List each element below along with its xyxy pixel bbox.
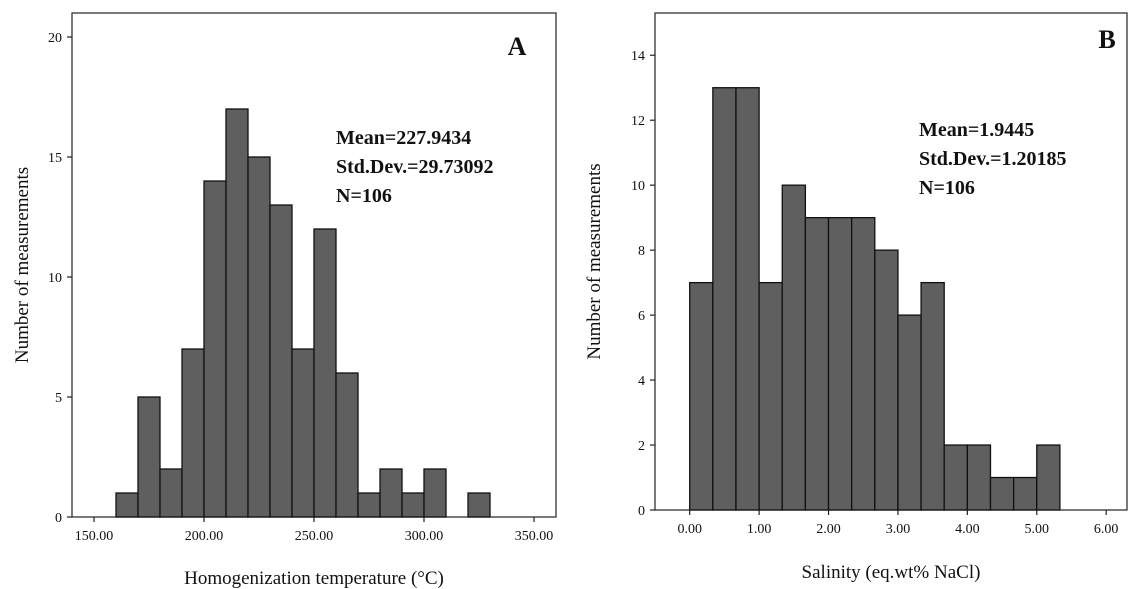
histogram-bar [291, 348, 315, 518]
histogram-bar [269, 204, 293, 518]
histogram-homogenization-temperature: 0 5 10 15 20 150.00 200.00 250.00 300.00 350.00 Ho… [12, 12, 557, 589]
histogram-bar [137, 396, 161, 518]
histogram-bar [1036, 444, 1061, 511]
x-tick-label: 2.00 [816, 522, 841, 537]
histogram-bar [735, 87, 760, 511]
y-tick-label: 12 [631, 114, 645, 129]
histogram-bar [781, 184, 807, 511]
y-tick-label: 20 [48, 31, 62, 46]
x-tick-label: 1.00 [747, 522, 772, 537]
histogram-bar [115, 492, 139, 518]
histogram-bar [423, 468, 447, 518]
x-tick-label: 5.00 [1025, 522, 1050, 537]
histogram-bar [966, 444, 992, 511]
panel-label: A [508, 32, 527, 61]
histogram-bar [247, 156, 271, 518]
x-axis-title: Salinity (eq.wt% NaCl) [802, 562, 981, 583]
chart-svg: 0 2 4 6 8 10 12 14 0.00 1.00 2.00 3.00 4.00 5.00 6.00 S… [584, 12, 1128, 583]
histogram-bar [897, 314, 922, 511]
panel-label: B [1098, 25, 1115, 54]
y-tick-label: 10 [48, 271, 62, 286]
histogram-bar [712, 87, 737, 511]
histogram-bar [357, 492, 381, 518]
histogram-bar [689, 281, 714, 511]
histogram-bar [874, 249, 899, 511]
x-tick-label: 250.00 [295, 529, 334, 544]
histogram-bar [827, 216, 853, 511]
histogram-bar [1012, 476, 1038, 511]
histogram-bar [989, 476, 1015, 511]
y-tick-label: 15 [48, 151, 62, 166]
histogram-bar [758, 281, 783, 511]
histogram-bar [335, 372, 359, 518]
stats-annotation: Mean=1.9445 [919, 119, 1034, 141]
y-tick-label: 10 [631, 179, 645, 194]
y-tick-label: 4 [638, 374, 645, 389]
y-axis-title: Number of measurements [584, 163, 605, 359]
histogram-salinity: 0 2 4 6 8 10 12 14 0.00 1.00 2.00 3.00 4.00 5.00 6.00 S… [572, 0, 1134, 589]
x-tick-label: 200.00 [185, 529, 224, 544]
stats-annotation: Std.Dev.=29.73092 [336, 156, 494, 178]
y-tick-label: 0 [638, 504, 645, 519]
histogram-bar [401, 492, 425, 518]
stats-annotation: Mean=227.9434 [336, 127, 471, 149]
histogram-bar [159, 468, 183, 518]
histogram-bar [225, 108, 249, 518]
histogram-bar [379, 468, 403, 518]
histogram-bar [203, 180, 227, 518]
x-tick-label: 6.00 [1094, 522, 1119, 537]
histogram-bar [181, 348, 205, 518]
histogram-bar [943, 444, 969, 511]
histogram-bar [920, 281, 945, 511]
histogram-bar [467, 492, 491, 518]
y-tick-label: 2 [638, 439, 645, 454]
chart-svg: 0 5 10 15 20 150.00 200.00 250.00 300.00 350.00 Ho… [12, 12, 557, 589]
x-axis-title: Homogenization temperature (°C) [184, 568, 444, 589]
histogram-bar [851, 216, 876, 511]
x-tick-label: 4.00 [955, 522, 980, 537]
stats-annotation: N=106 [336, 185, 392, 207]
x-tick-label: 0.00 [677, 522, 702, 537]
stats-annotation: Std.Dev.=1.20185 [919, 148, 1067, 170]
histogram-bar [804, 216, 830, 511]
x-tick-label: 350.00 [515, 529, 554, 544]
y-tick-label: 5 [55, 391, 62, 406]
y-tick-label: 0 [55, 511, 62, 526]
x-tick-label: 3.00 [886, 522, 911, 537]
histogram-bar [313, 228, 337, 518]
y-axis-title: Number of measurements [12, 167, 33, 363]
y-tick-label: 6 [638, 309, 645, 324]
x-tick-label: 300.00 [405, 529, 444, 544]
x-tick-label: 150.00 [75, 529, 114, 544]
y-tick-label: 8 [638, 244, 645, 259]
y-tick-label: 14 [631, 49, 645, 64]
stats-annotation: N=106 [919, 177, 975, 199]
